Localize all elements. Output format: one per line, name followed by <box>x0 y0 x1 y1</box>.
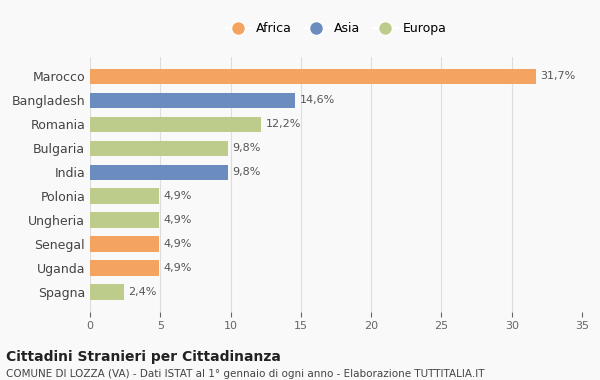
Bar <box>90 165 228 180</box>
Text: 4,9%: 4,9% <box>163 263 191 273</box>
Text: 2,4%: 2,4% <box>128 287 157 297</box>
Legend: Africa, Asia, Europa: Africa, Asia, Europa <box>221 17 452 40</box>
Text: 4,9%: 4,9% <box>163 215 191 225</box>
Text: 4,9%: 4,9% <box>163 239 191 249</box>
Text: 9,8%: 9,8% <box>232 167 260 177</box>
Bar <box>90 68 536 84</box>
Bar <box>90 212 159 228</box>
Text: 12,2%: 12,2% <box>266 119 301 129</box>
Text: COMUNE DI LOZZA (VA) - Dati ISTAT al 1° gennaio di ogni anno - Elaborazione TUTT: COMUNE DI LOZZA (VA) - Dati ISTAT al 1° … <box>6 369 485 378</box>
Bar <box>90 141 228 156</box>
Bar <box>90 117 262 132</box>
Text: 31,7%: 31,7% <box>540 71 575 81</box>
Text: Cittadini Stranieri per Cittadinanza: Cittadini Stranieri per Cittadinanza <box>6 350 281 364</box>
Text: 14,6%: 14,6% <box>299 95 335 105</box>
Bar <box>90 260 159 276</box>
Text: 9,8%: 9,8% <box>232 143 260 153</box>
Bar <box>90 188 159 204</box>
Text: 4,9%: 4,9% <box>163 191 191 201</box>
Bar <box>90 93 295 108</box>
Bar <box>90 236 159 252</box>
Bar <box>90 285 124 300</box>
